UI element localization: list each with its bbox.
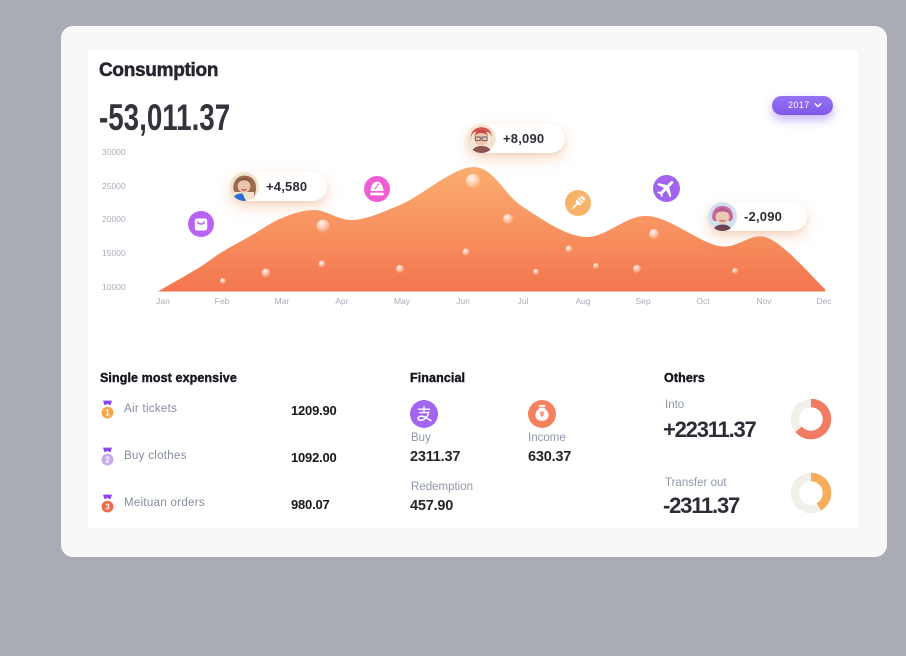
svg-text:1: 1 [105, 408, 110, 417]
svg-text:2: 2 [105, 455, 110, 464]
svg-text:3: 3 [105, 502, 110, 511]
